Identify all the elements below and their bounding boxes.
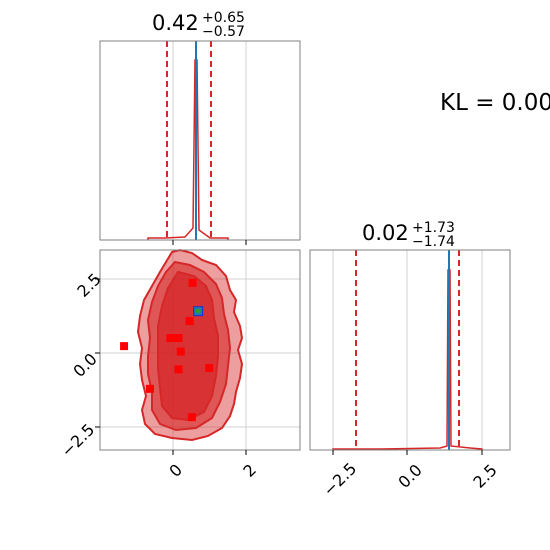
title-upper-1: +0.65 (202, 10, 245, 26)
panel-title-param-1: 0.42 (152, 11, 199, 35)
panel-frame-top-left (99, 40, 301, 241)
title-upper-2: +1.73 (412, 220, 455, 236)
scatter-point-3 (174, 334, 183, 343)
scatter-point-9 (205, 363, 214, 372)
marginal-panel-param-1 (99, 40, 301, 245)
title-value-1: 0.42 (152, 11, 199, 35)
scatter-point-8 (187, 413, 196, 422)
truth-point-center (195, 308, 201, 314)
x-tick-label-0.0: 0.0 (394, 460, 425, 491)
x-tick-label-minus-2.5: −2.5 (319, 459, 360, 500)
x-tick-label-2.5: 2.5 (469, 460, 500, 491)
y-tick-label-0: 0.0 (69, 349, 100, 380)
scatter-point-6 (185, 317, 194, 326)
marginal-panel-param-2 (309, 249, 511, 455)
kl-annotation: KL = 0.00 (440, 90, 550, 116)
x-tick-label-0: 0 (165, 460, 186, 481)
scatter-point-1 (146, 384, 154, 393)
scatter-point-0 (120, 342, 129, 351)
title-lower-1: −0.57 (202, 24, 245, 40)
scatter-point-4 (176, 347, 185, 356)
marginal-histogram-param-1 (147, 59, 229, 240)
panel-frame-bottom-right (309, 249, 511, 451)
joint-panel-param-1-param-2 (95, 248, 301, 455)
scatter-points (120, 278, 214, 422)
scatter-point-2 (166, 334, 175, 343)
title-lower-2: −1.74 (412, 234, 455, 250)
contour-inner (157, 270, 219, 422)
scatter-point-7 (188, 278, 197, 287)
scatter-point-5 (174, 365, 183, 374)
y-tick-label-minus-2.5: −2.5 (57, 420, 98, 461)
panel-title-param-2: 0.02 (362, 221, 409, 245)
panel-frame-bottom-left (99, 249, 301, 451)
title-value-2: 0.02 (362, 221, 409, 245)
x-tick-label-2: 2 (239, 460, 260, 481)
